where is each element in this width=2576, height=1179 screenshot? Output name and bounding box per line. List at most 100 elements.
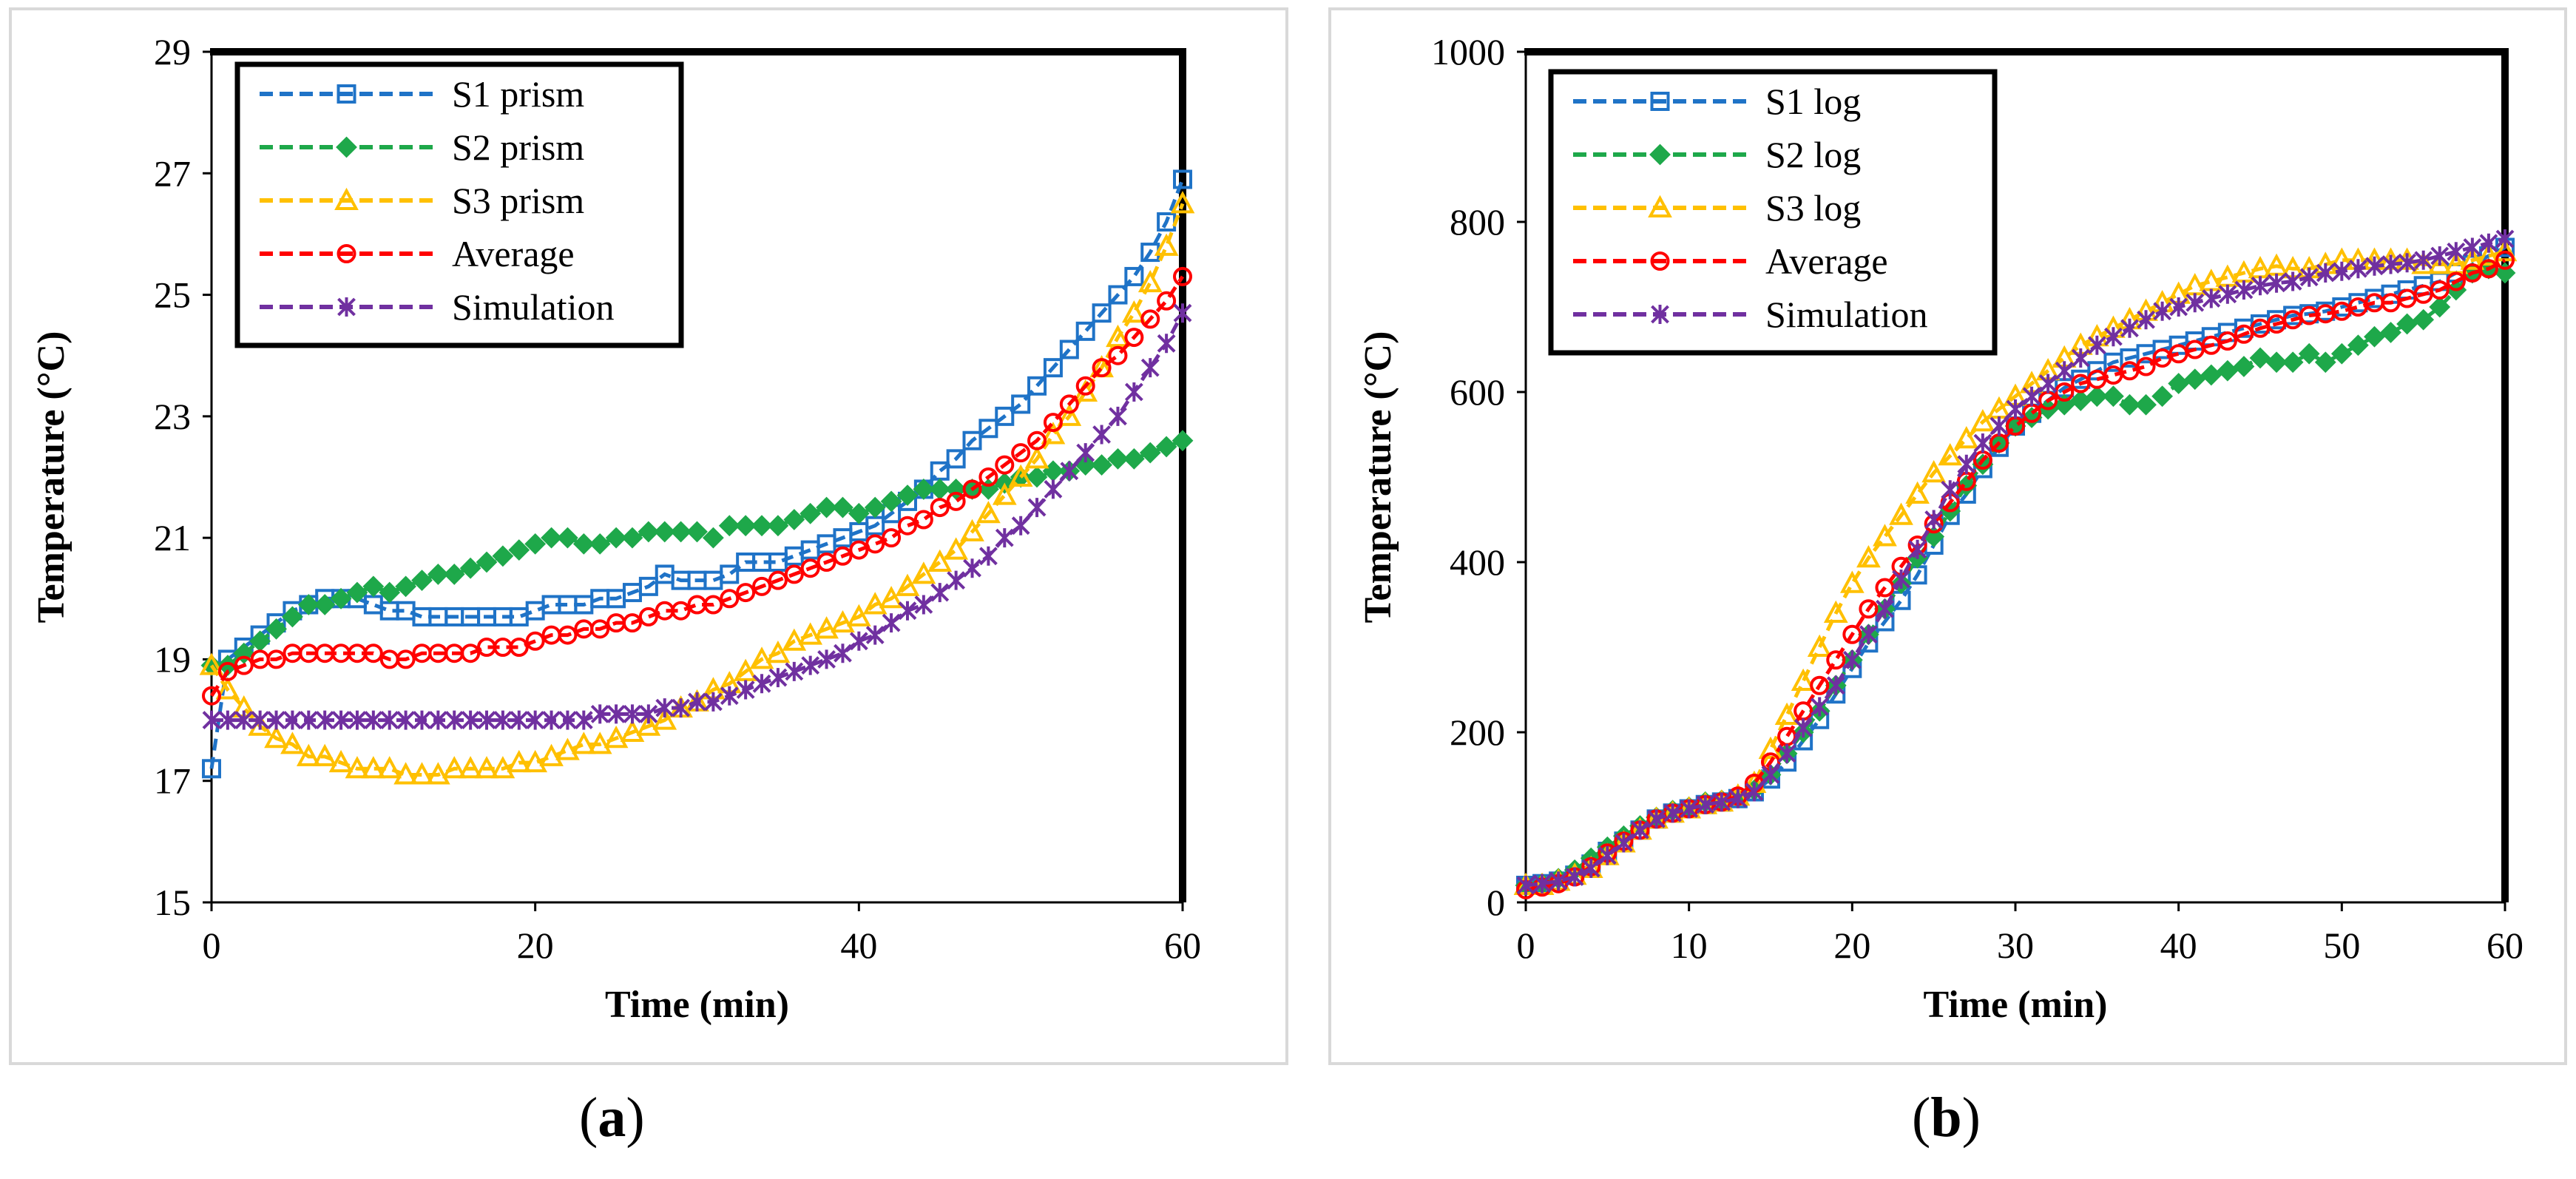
chart-a-data-point xyxy=(879,586,904,609)
chart-a-data-point xyxy=(297,594,320,615)
chart-a-legend-marker xyxy=(337,244,356,263)
chart-a-data-point xyxy=(1060,461,1079,481)
chart-b-legend-label: S2 log xyxy=(1765,134,1861,175)
chart-b-data-point xyxy=(1859,624,1878,644)
chart-a-data-point xyxy=(898,601,917,621)
chart-b-data-point xyxy=(1842,650,1862,670)
chart-a-data-point xyxy=(801,655,820,675)
chart-a-data-point xyxy=(525,601,545,621)
chart-a-data-point xyxy=(1024,446,1049,469)
chart-a-data-point xyxy=(331,710,351,730)
chart-b-legend-marker xyxy=(1649,143,1671,166)
chart-b-data-point xyxy=(2430,280,2450,300)
chart-a-data-point xyxy=(526,710,545,730)
chart-b-data-point xyxy=(2413,308,2435,331)
chart-a-data-point xyxy=(768,668,788,688)
chart-b-data-point xyxy=(2234,280,2254,300)
chart-a-series-line xyxy=(209,178,1185,769)
chart-a-data-point xyxy=(1011,443,1031,463)
chart-a-data-point xyxy=(264,726,288,749)
chart-a-data-point xyxy=(1008,464,1033,487)
chart-a-data-point xyxy=(880,490,902,513)
chart-b-data-point xyxy=(1680,799,1699,819)
chart-b-data-point xyxy=(1908,539,1927,559)
chart-a-data-point xyxy=(411,570,433,592)
chart-b-legend-label: S1 log xyxy=(1765,81,1861,122)
chart-a-data-point xyxy=(1172,430,1194,452)
chart-a-data-point xyxy=(896,484,919,507)
chart-a-data-point xyxy=(733,658,758,681)
chart-a-y-tick-label: 23 xyxy=(154,396,191,437)
chart-a-data-point xyxy=(328,749,354,773)
chart-b-legend-label: Simulation xyxy=(1765,294,1927,335)
chart-a-data-point xyxy=(509,638,529,657)
chart-a-data-point xyxy=(1106,324,1130,348)
chart-a-data-point xyxy=(266,649,286,669)
chart-a-data-point xyxy=(944,537,968,560)
chart-b-data-point xyxy=(2184,368,2206,391)
chart-a-data-point xyxy=(636,713,661,736)
chart-a-data-point xyxy=(364,710,383,730)
chart-a-data-point xyxy=(1157,334,1176,354)
chart-a-data-point xyxy=(363,595,383,615)
chart-b-data-point xyxy=(1839,570,1865,593)
chart-a-data-point xyxy=(395,575,417,598)
chart-a-data-point xyxy=(234,655,254,675)
chart-b-x-tick-label: 10 xyxy=(1671,925,1708,966)
chart-b-series-4 xyxy=(1516,229,2515,895)
chart-a-data-point xyxy=(379,581,401,604)
chart-a-data-point xyxy=(558,625,578,645)
chart-a-data-point xyxy=(199,652,224,675)
chart-b-data-point xyxy=(1807,634,1832,657)
chart-a-data-point xyxy=(492,545,514,567)
chart-a-data-point xyxy=(702,527,724,549)
chart-b-x-tick-label: 50 xyxy=(2323,925,2360,966)
chart-b-data-point xyxy=(2102,385,2124,408)
chart-a-data-point xyxy=(542,710,561,730)
chart-a-data-point xyxy=(1139,442,1161,464)
chart-b-data-point xyxy=(2153,301,2172,321)
chart-a-data-point xyxy=(1124,382,1143,402)
chart-a-data-point xyxy=(315,710,334,730)
chart-a-data-point xyxy=(217,661,237,681)
chart-b-legend-box xyxy=(1548,69,1998,356)
chart-b-data-point xyxy=(1876,599,1894,619)
chart-b-data-point xyxy=(2200,364,2222,386)
chart-a-data-point xyxy=(1173,266,1192,286)
chart-a-legend-marker xyxy=(334,187,359,210)
chart-b-data-point xyxy=(1581,859,1600,878)
chart-b-legend-marker xyxy=(1648,195,1672,217)
chart-a-y-tick-label: 15 xyxy=(154,882,191,923)
chart-a-data-point xyxy=(862,592,888,615)
chart-b-data-point xyxy=(1598,845,1617,865)
chart-a-data-point xyxy=(765,641,791,663)
chart-a-data-point xyxy=(960,518,984,541)
chart-b-data-point xyxy=(2398,253,2417,273)
chart-a-data-point xyxy=(751,515,773,537)
chart-a-data-point xyxy=(508,539,530,561)
chart-a-data-point xyxy=(523,749,548,773)
chart-a-data-point xyxy=(1108,285,1128,305)
chart-a-data-point xyxy=(1092,425,1111,445)
chart-b-data-point xyxy=(2217,359,2239,382)
chart-b-data-point xyxy=(2055,361,2074,381)
chart-a-data-point xyxy=(251,710,270,730)
caption-a-open: ( xyxy=(579,1087,598,1149)
caption-a-close: ) xyxy=(626,1087,645,1149)
chart-a-data-point xyxy=(736,680,755,700)
chart-a-data-point xyxy=(978,467,998,487)
chart-b-x-tick-label: 20 xyxy=(1833,925,1870,966)
chart-a-data-point xyxy=(962,430,982,450)
chart-a-data-point xyxy=(348,710,367,730)
chart-a-data-point xyxy=(1154,233,1179,256)
chart-a-data-point xyxy=(1041,422,1066,445)
chart-b-data-point xyxy=(2185,293,2205,313)
chart-a-data-point xyxy=(978,419,998,439)
chart-a-data-point xyxy=(897,516,917,536)
chart-a-data-point xyxy=(946,491,966,511)
caption-b-close: ) xyxy=(1961,1087,1981,1149)
chart-a-data-point xyxy=(1170,191,1195,214)
chart-b-data-point xyxy=(2429,296,2451,318)
chart-b-data-point xyxy=(1777,743,1796,763)
chart-b-data-point xyxy=(1663,803,1683,823)
